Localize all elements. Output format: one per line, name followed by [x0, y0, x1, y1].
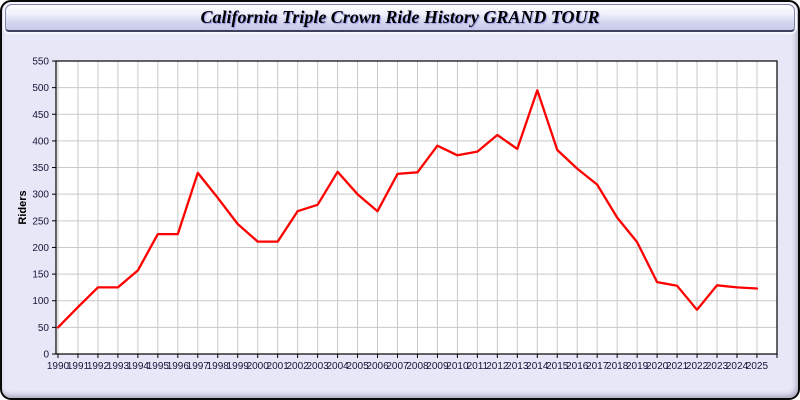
svg-text:2006: 2006: [366, 361, 389, 372]
svg-text:2001: 2001: [267, 361, 290, 372]
svg-text:2009: 2009: [426, 361, 449, 372]
svg-text:2015: 2015: [546, 361, 569, 372]
svg-text:2017: 2017: [586, 361, 609, 372]
svg-text:2020: 2020: [646, 361, 669, 372]
svg-text:1995: 1995: [147, 361, 170, 372]
svg-text:1992: 1992: [87, 361, 110, 372]
svg-text:550: 550: [32, 57, 49, 68]
svg-text:2005: 2005: [346, 361, 369, 372]
svg-text:0: 0: [43, 350, 49, 361]
riders-line-series: [56, 89, 759, 329]
svg-text:2013: 2013: [506, 361, 529, 372]
svg-text:2010: 2010: [446, 361, 469, 372]
plot-frame: [55, 60, 778, 355]
svg-text:300: 300: [32, 190, 49, 201]
axis-ticks: [52, 60, 778, 358]
svg-text:2019: 2019: [626, 361, 649, 372]
svg-text:100: 100: [32, 296, 49, 307]
svg-text:200: 200: [32, 243, 49, 254]
svg-text:2000: 2000: [247, 361, 270, 372]
svg-text:2008: 2008: [406, 361, 429, 372]
svg-text:1994: 1994: [127, 361, 150, 372]
svg-text:1996: 1996: [167, 361, 190, 372]
svg-text:500: 500: [32, 83, 49, 94]
y-axis-title: Riders: [17, 190, 29, 224]
svg-text:150: 150: [32, 270, 49, 281]
svg-text:1990: 1990: [47, 361, 70, 372]
title-bar: California Triple Crown Ride History GRA…: [5, 4, 795, 32]
svg-text:350: 350: [32, 163, 49, 174]
svg-text:2002: 2002: [287, 361, 310, 372]
y-axis-labels: 0 50 100 150 200 250 300 350 400 450 500 550: [32, 57, 49, 361]
svg-text:1991: 1991: [67, 361, 90, 372]
plot-area: [56, 61, 777, 354]
page-title: California Triple Crown Ride History GRA…: [200, 7, 600, 27]
svg-text:2016: 2016: [566, 361, 589, 372]
svg-text:450: 450: [32, 110, 49, 121]
svg-text:2018: 2018: [606, 361, 629, 372]
svg-text:1998: 1998: [207, 361, 230, 372]
svg-text:400: 400: [32, 136, 49, 147]
svg-text:2025: 2025: [746, 361, 769, 372]
svg-text:2003: 2003: [306, 361, 329, 372]
svg-text:50: 50: [38, 323, 50, 334]
svg-text:1997: 1997: [187, 361, 210, 372]
svg-text:2012: 2012: [486, 361, 509, 372]
x-axis-labels: 1990199119921993199419951996199719981999…: [47, 361, 769, 372]
svg-text:2011: 2011: [467, 361, 489, 372]
svg-text:250: 250: [32, 216, 49, 227]
svg-text:2021: 2021: [666, 361, 689, 372]
svg-text:1993: 1993: [107, 361, 130, 372]
svg-text:2004: 2004: [326, 361, 349, 372]
gridlines: [56, 61, 777, 354]
svg-text:2024: 2024: [726, 361, 749, 372]
svg-text:2022: 2022: [686, 361, 709, 372]
svg-text:2023: 2023: [706, 361, 729, 372]
svg-text:2014: 2014: [526, 361, 549, 372]
svg-text:2007: 2007: [386, 361, 409, 372]
svg-text:1999: 1999: [227, 361, 250, 372]
